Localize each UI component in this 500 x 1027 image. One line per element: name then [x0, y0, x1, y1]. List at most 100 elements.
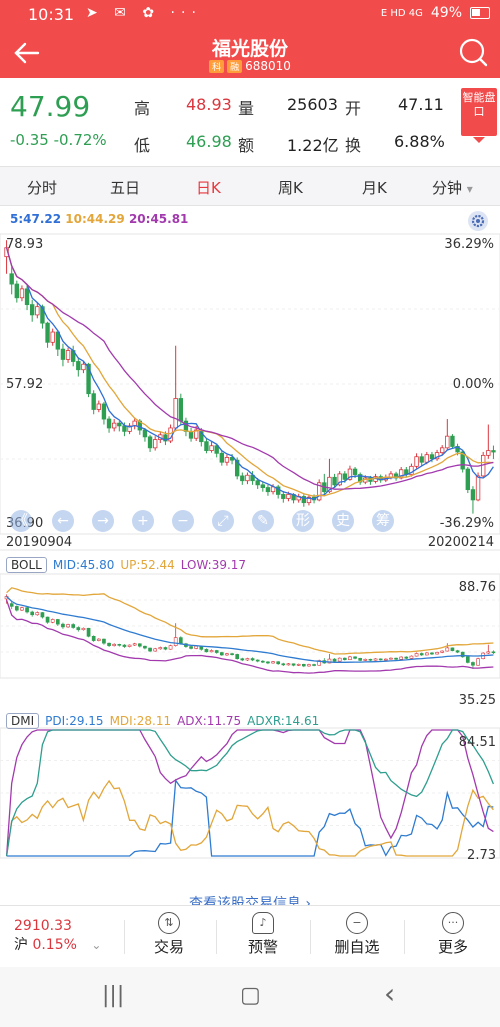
panel-frame-0 — [0, 233, 500, 535]
ma10-line — [5, 247, 494, 497]
candle — [35, 306, 40, 316]
recent-apps-icon[interactable]: ||| — [102, 983, 125, 1008]
volume-label: 量 — [238, 99, 255, 118]
boll-candle — [394, 657, 398, 660]
tab-daily-k[interactable]: 日K — [196, 179, 221, 197]
candle — [316, 482, 322, 501]
boll-candle — [424, 652, 429, 656]
tab-monthly-k[interactable]: 月K — [362, 179, 387, 197]
price-change: -0.35 -0.72% — [10, 131, 107, 149]
last-price: 47.99 — [10, 90, 91, 123]
boll-candle — [214, 650, 219, 653]
expand-icon[interactable]: ⤢ — [212, 510, 234, 532]
boll-candle — [189, 646, 193, 649]
index-name: 沪 — [14, 937, 28, 953]
candle — [204, 441, 209, 451]
kline-pct-top: 36.29% — [444, 237, 494, 252]
boll-candle — [445, 647, 450, 652]
low-label: 低 — [134, 136, 151, 155]
boll-candle — [76, 627, 81, 631]
chart-controls: 《 ← → + − ⤢ ✎ 形 史 筹 — [0, 510, 400, 534]
boll-low-line — [5, 599, 494, 674]
ma20-value: 20:45.81 — [128, 212, 189, 226]
candle — [240, 475, 245, 482]
boll-mid: MID:45.80 — [52, 558, 115, 572]
tab-weekly-k[interactable]: 周K — [278, 179, 303, 197]
boll-candle — [219, 652, 224, 656]
boll-candle — [20, 607, 24, 611]
boll-candle — [368, 658, 373, 661]
boll-candle — [245, 658, 250, 661]
candle — [260, 484, 266, 488]
pattern-button[interactable]: 形 — [292, 510, 314, 532]
candle — [281, 494, 286, 499]
date-end: 20200214 — [427, 535, 494, 550]
history-button[interactable]: 史 — [332, 510, 354, 532]
boll-low: LOW:39.17 — [180, 558, 247, 572]
boll-candle — [460, 651, 465, 658]
boll-up: UP:52.44 — [120, 558, 175, 572]
index-widget[interactable]: 2910.33 沪 0.15% ⌄ — [14, 918, 101, 954]
kline-max-label: 78.93 — [6, 237, 44, 252]
candle — [491, 450, 496, 453]
more-dots-icon: ··· — [442, 912, 464, 934]
battery-icon — [470, 7, 490, 19]
high-value: 48.93 — [186, 95, 232, 114]
tab-intraday[interactable]: 分时 — [27, 179, 58, 197]
boll-candle — [225, 653, 229, 656]
candle — [173, 398, 178, 429]
boll-indicator-button[interactable]: BOLL — [6, 557, 47, 573]
remove-watchlist-button[interactable]: − 删自选 — [322, 912, 392, 957]
candle — [214, 445, 219, 454]
zoom-in-icon[interactable]: + — [132, 510, 154, 532]
more-button[interactable]: ··· 更多 — [418, 912, 488, 957]
signal-icon: E HD 4G — [380, 7, 423, 19]
open-value: 47.11 — [398, 95, 444, 114]
android-nav-bar: ||| ▢ ‹ — [0, 967, 500, 1027]
tab-five-day[interactable]: 五日 — [110, 179, 141, 197]
candle — [332, 476, 337, 486]
candle — [306, 496, 312, 504]
boll-candle — [378, 658, 383, 661]
home-icon[interactable]: ▢ — [240, 983, 261, 1008]
back-arrow-icon[interactable] — [10, 36, 44, 70]
draw-icon[interactable]: ✎ — [252, 510, 274, 532]
change-value: -0.35 — [10, 131, 49, 149]
boll-candle — [230, 653, 234, 655]
dmi-indicator-button[interactable]: DMI — [6, 713, 40, 729]
boll-candle — [112, 644, 117, 646]
candle — [193, 429, 199, 439]
back-nav-icon[interactable]: ‹ — [384, 977, 396, 1010]
turnover-value: 6.88% — [394, 132, 445, 151]
candle — [142, 429, 148, 438]
candle — [19, 288, 25, 299]
dmi-adx: ADX:11.75 — [177, 714, 242, 728]
boll-candle — [301, 664, 306, 667]
zoom-out-icon[interactable]: − — [172, 510, 194, 532]
candle — [183, 420, 189, 432]
dmi-pdi-line — [6, 778, 494, 857]
stock-name: 福光股份 — [211, 38, 288, 60]
candle — [286, 494, 291, 499]
candle — [178, 398, 184, 422]
candle — [419, 456, 424, 463]
date-start: 20190904 — [6, 535, 73, 550]
gear-icon[interactable] — [468, 211, 488, 231]
candle — [234, 459, 240, 477]
smart-order-book-button[interactable]: 智能盘口 — [461, 88, 497, 143]
candle — [65, 350, 71, 360]
kline-chart[interactable] — [0, 228, 500, 868]
candle — [465, 468, 471, 491]
boll-candle — [235, 654, 240, 660]
alert-button[interactable]: ♪ 预警 — [228, 912, 298, 957]
pan-left-icon[interactable]: ← — [52, 510, 74, 532]
pan-right-icon[interactable]: → — [92, 510, 114, 532]
candle — [40, 306, 45, 324]
trade-button[interactable]: ⇅ 交易 — [134, 912, 204, 957]
boll-candle — [373, 658, 378, 661]
tab-minute[interactable]: 分钟 ▾ — [432, 179, 473, 197]
rewind-icon[interactable]: 《 — [10, 510, 32, 532]
boll-candle — [455, 650, 460, 653]
chips-button[interactable]: 筹 — [372, 510, 394, 532]
search-icon[interactable] — [456, 36, 490, 70]
